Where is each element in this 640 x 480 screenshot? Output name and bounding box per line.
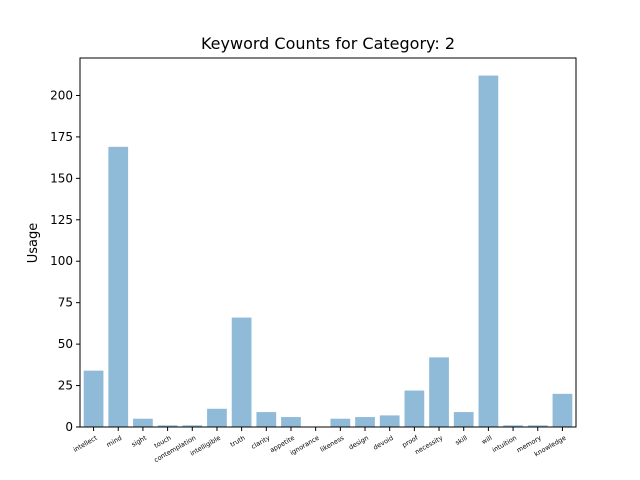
bar-will <box>478 75 499 427</box>
x-tick-label-devoid: devoid <box>372 434 395 452</box>
bar-intellect <box>83 370 104 427</box>
bar-appetite <box>281 417 301 427</box>
x-tick-label-necessity: necessity <box>413 434 444 456</box>
x-tick-label-intuition: intuition <box>491 434 518 454</box>
bars-group <box>83 75 573 427</box>
x-tick-label-will: will <box>480 434 493 446</box>
x-tick-label-sight: sight <box>130 434 148 449</box>
bar-skill <box>453 412 474 427</box>
y-tick-label: 150 <box>50 171 73 185</box>
x-tick-label-mind: mind <box>105 434 123 449</box>
bar-memory <box>527 425 548 427</box>
bar-contemplation <box>182 425 203 427</box>
y-tick-label: 125 <box>50 213 73 227</box>
y-tick-label: 200 <box>50 88 73 102</box>
bar-clarity <box>256 412 277 427</box>
bar-intelligible <box>207 408 227 427</box>
y-tick-label: 75 <box>58 296 73 310</box>
bar-sight <box>133 418 153 427</box>
y-tick-label: 100 <box>50 254 73 268</box>
bar-proof <box>404 390 425 427</box>
plot-area-frame <box>79 57 577 428</box>
y-axis-label: Usage <box>26 223 41 264</box>
y-axis-ticks: 0 25 50 75 100 125 150 175 200 <box>50 88 80 434</box>
bar-intuition <box>503 425 523 427</box>
x-tick-label-likeness: likeness <box>319 434 346 454</box>
y-tick-label: 175 <box>50 130 73 144</box>
x-tick-label-skill: skill <box>454 434 469 447</box>
bar-design <box>355 417 375 427</box>
bar-necessity <box>429 357 449 427</box>
bar-mind <box>108 146 129 427</box>
y-tick-label: 0 <box>65 420 73 434</box>
x-tick-label-design: design <box>347 434 370 452</box>
x-axis-ticks: intellect mind sight touchcontemplationinte… <box>72 427 567 464</box>
x-tick-label-intellect: intellect <box>72 434 99 454</box>
x-tick-label-truth: truth <box>229 434 247 449</box>
bar-knowledge <box>552 393 573 427</box>
y-tick-label: 50 <box>58 337 73 351</box>
bar-devoid <box>379 415 400 427</box>
bar-truth <box>231 317 252 427</box>
bar-touch <box>157 425 178 427</box>
bar-likeness <box>330 418 351 427</box>
chart-title: Keyword Counts for Category: 2 <box>201 34 455 53</box>
y-tick-label: 25 <box>58 379 73 393</box>
